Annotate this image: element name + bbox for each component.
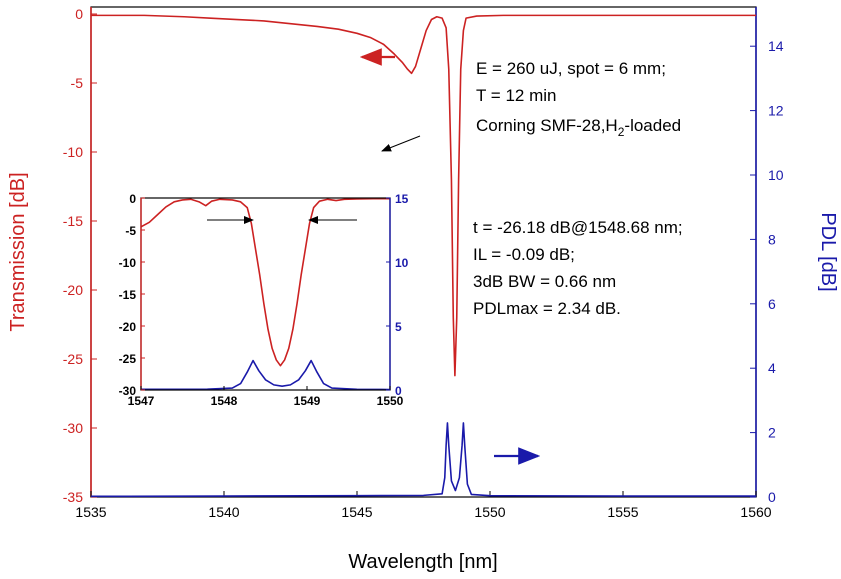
x-axis-label: Wavelength [nm] [348,551,497,573]
main-y2-tick-label: 12 [768,103,784,119]
inset-pdl-line [140,359,391,391]
inset-y-tick-label: -20 [119,320,137,334]
main-y-tick-label: -5 [71,75,84,91]
inset-x-tick-label: 1550 [377,394,404,408]
main-x-tick-label: 1560 [740,504,771,520]
inset-y2-tick-label: 10 [395,256,409,270]
annotation-bandwidth: 3dB BW = 0.66 nm [473,272,616,291]
main-x-tick-label: 1545 [341,504,372,520]
inset-y-tick-label: -10 [119,256,137,270]
main-y2-tick-label: 4 [768,360,776,376]
inset-x-tick-label: 1547 [128,394,155,408]
main-y2-tick-label: 6 [768,296,776,312]
inset-y2-tick-label: 0 [395,384,402,398]
inset-x-tick-label: 1549 [294,394,321,408]
inset-x-tick-label: 1548 [211,394,238,408]
inset-y-tick-label: -25 [119,352,137,366]
main-y2-tick-label: 14 [768,38,784,54]
inset-y-tick-label: 0 [129,192,136,206]
main-x-tick-label: 1550 [474,504,505,520]
inset-y-tick-label: -15 [119,288,137,302]
main-x-tick-label: 1555 [607,504,638,520]
annotation-time: T = 12 min [476,86,556,105]
y-axis-label: Transmission [dB] [7,172,29,331]
main-x-tick-label: 1540 [208,504,239,520]
annotation-energy: E = 260 uJ, spot = 6 mm; [476,59,666,78]
inset-background [141,198,390,390]
main-y2-tick-label: 10 [768,167,784,183]
annotation-fiber: Corning SMF-28,H2-loaded [476,116,681,139]
main-y2-tick-label: 8 [768,231,776,247]
main-y-tick-label: -20 [63,282,83,298]
annotation-insertion-loss: IL = -0.09 dB; [473,245,575,264]
main-x-tick-label: 1535 [75,504,106,520]
inset-y2-tick-label: 15 [395,192,409,206]
inset-y-tick-label: -30 [119,384,137,398]
inset-y-tick-label: -5 [125,224,136,238]
main-y-tick-label: -10 [63,144,83,160]
y2-axis-label: PDL [dB] [817,212,839,291]
annotation-pdl-max: PDLmax = 2.34 dB. [473,299,621,318]
black-arrow-to-inset [381,135,421,152]
main-pdl-line [90,422,756,498]
annotation-transmission-min: t = -26.18 dB@1548.68 nm; [473,218,683,237]
main-y-tick-label: -35 [63,489,83,505]
main-transmission-line [91,14,756,377]
main-y-tick-label: -30 [63,420,83,436]
main-y-tick-label: -25 [63,351,83,367]
inset-transmission-line [140,197,390,367]
main-y-tick-label: 0 [75,6,83,22]
main-y2-tick-label: 2 [768,425,776,441]
inset-y2-tick-label: 5 [395,320,402,334]
main-y2-tick-label: 0 [768,489,776,505]
main-y-tick-label: -15 [63,213,83,229]
